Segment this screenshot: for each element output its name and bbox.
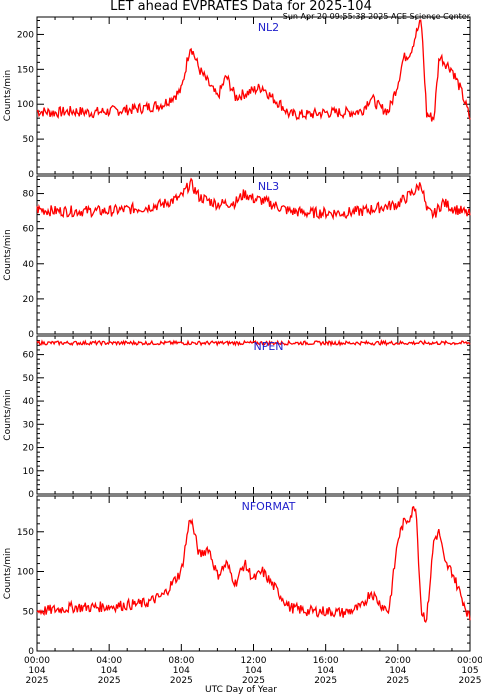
y-tick-label: 20 xyxy=(23,444,35,454)
y-tick-label: 50 xyxy=(23,374,35,384)
x-tick-label: 2025 xyxy=(459,676,482,686)
series-line-npen xyxy=(36,339,471,348)
plot-frame-npen xyxy=(36,335,471,495)
x-tick-label: 104 xyxy=(101,666,118,676)
x-tick-label: 104 xyxy=(245,666,262,676)
x-tick-label: 00:00 xyxy=(457,656,482,666)
y-tick-label: 100 xyxy=(17,568,34,578)
y-tick-label: 0 xyxy=(28,490,34,500)
x-tick-label: 12:00 xyxy=(241,656,267,666)
x-tick-label: 2025 xyxy=(170,676,193,686)
x-tick-label: 2025 xyxy=(386,676,409,686)
x-tick-label: 2025 xyxy=(314,676,337,686)
panel-label: NL3 xyxy=(258,180,279,193)
y-tick-label: 50 xyxy=(23,135,35,145)
y-tick-label: 80 xyxy=(23,190,35,200)
x-tick-label: 2025 xyxy=(242,676,265,686)
x-axis-title: UTC Day of Year xyxy=(205,685,277,695)
y-tick-label: 60 xyxy=(23,351,35,361)
x-tick-label: 104 xyxy=(389,666,406,676)
y-axis-label: Counts/min xyxy=(3,389,13,440)
y-tick-label: 0 xyxy=(28,647,34,657)
y-tick-label: 40 xyxy=(23,260,35,270)
y-tick-label: 60 xyxy=(23,225,35,235)
x-tick-label: 2025 xyxy=(98,676,121,686)
chart-title: LET ahead EVPRATES Data for 2025-104 xyxy=(110,0,372,14)
y-tick-label: 200 xyxy=(17,30,34,40)
x-tick-label: 20:00 xyxy=(385,656,411,666)
x-tick-label: 105 xyxy=(461,666,478,676)
y-tick-label: 150 xyxy=(17,65,34,75)
y-tick-label: 20 xyxy=(23,295,35,305)
panel-label: NL2 xyxy=(258,21,279,34)
x-tick-label: 16:00 xyxy=(313,656,339,666)
y-tick-label: 100 xyxy=(17,100,34,110)
y-tick-label: 10 xyxy=(23,467,35,477)
series-line-nl2 xyxy=(36,19,471,122)
y-tick-label: 30 xyxy=(23,420,35,430)
x-tick-label: 2025 xyxy=(26,676,49,686)
x-tick-label: 08:00 xyxy=(168,656,194,666)
panel-label: NPEN xyxy=(253,340,283,353)
y-axis-label: Counts/min xyxy=(3,548,13,599)
y-tick-label: 40 xyxy=(23,397,35,407)
series-line-nformat xyxy=(36,505,471,624)
plot-frame-nl2 xyxy=(36,16,471,175)
y-tick-label: 150 xyxy=(17,528,34,538)
x-tick-label: 104 xyxy=(317,666,334,676)
x-tick-label: 104 xyxy=(173,666,190,676)
panel-label: NFORMAT xyxy=(242,500,296,513)
y-tick-label: 0 xyxy=(28,170,34,180)
x-tick-label: 104 xyxy=(28,666,45,676)
x-tick-label: 04:00 xyxy=(96,656,122,666)
x-tick-label: 00:00 xyxy=(24,656,50,666)
series-line-nl3 xyxy=(36,177,471,221)
y-axis-label: Counts/min xyxy=(3,229,13,280)
y-tick-label: 0 xyxy=(28,330,34,340)
y-axis-label: Counts/min xyxy=(3,70,13,121)
y-tick-label: 50 xyxy=(23,607,35,617)
